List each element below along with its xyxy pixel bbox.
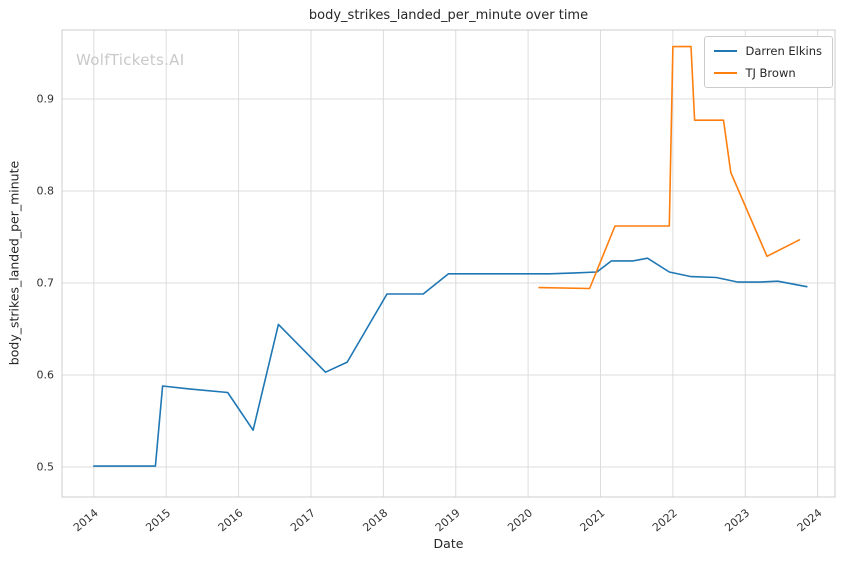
y-axis-label: body_strikes_landed_per_minute xyxy=(6,160,22,366)
series-line-tj-brown xyxy=(538,45,801,290)
plot-border xyxy=(61,29,836,498)
legend: Darren Elkins TJ Brown xyxy=(704,36,833,88)
x-tick-label: 2022 xyxy=(650,506,680,534)
x-tick-label: 2019 xyxy=(433,506,463,534)
watermark: WolfTickets.AI xyxy=(76,51,185,69)
y-tick-label: 0.8 xyxy=(37,185,55,198)
chart-title: body_strikes_landed_per_minute over time xyxy=(308,8,589,23)
x-tick-label: 2015 xyxy=(143,506,173,534)
x-axis-label: Date xyxy=(433,536,464,551)
x-tick-label: 2024 xyxy=(795,506,825,534)
y-tick-label: 0.5 xyxy=(37,461,55,474)
legend-label-tj-brown: TJ Brown xyxy=(745,66,796,80)
x-tick-label: 2014 xyxy=(71,506,101,534)
x-tick-label: 2016 xyxy=(216,506,246,534)
x-tick-label: 2020 xyxy=(505,506,535,534)
y-tick-label: 0.7 xyxy=(37,277,55,290)
x-tick-label: 2018 xyxy=(360,506,390,534)
x-tick-label: 2021 xyxy=(578,506,608,534)
x-tick-label: 2023 xyxy=(722,506,752,534)
y-tick-label: 0.9 xyxy=(37,93,55,106)
series-line-darren-elkins xyxy=(93,257,808,467)
legend-line-swatch-darren-elkins xyxy=(714,50,738,52)
legend-line-swatch-tj-brown xyxy=(714,72,738,74)
x-tick-label: 2017 xyxy=(288,506,318,534)
legend-item-tj-brown: TJ Brown xyxy=(714,66,822,80)
legend-item-darren-elkins: Darren Elkins xyxy=(714,44,822,58)
y-tick-label: 0.6 xyxy=(37,369,55,382)
legend-label-darren-elkins: Darren Elkins xyxy=(745,44,822,58)
